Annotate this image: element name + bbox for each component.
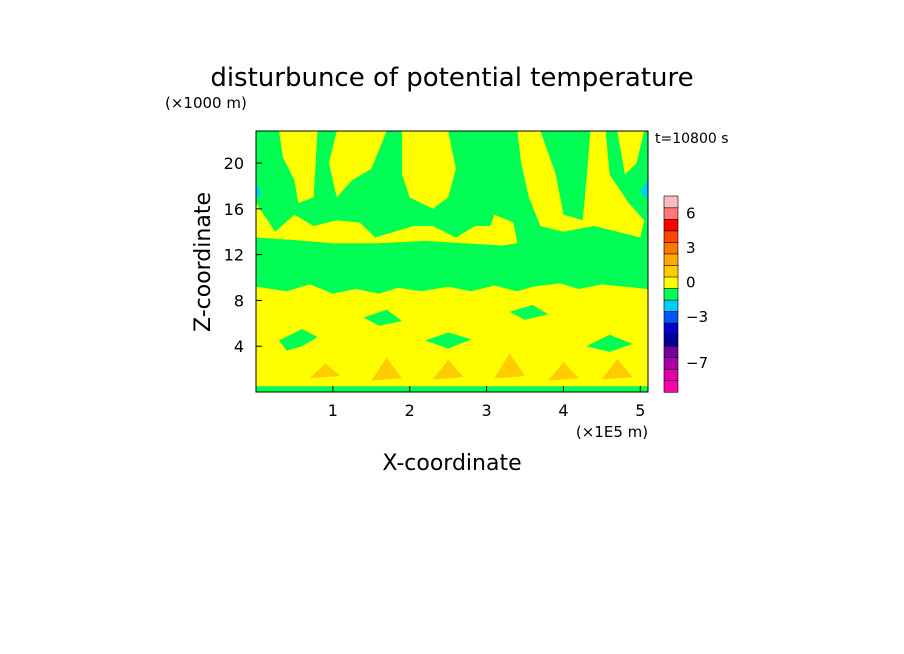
contour-region-green-patch-4: [509, 305, 549, 320]
y-tick-label: 8: [234, 291, 244, 310]
colorbar-swatch: [663, 253, 679, 266]
colorbar-swatch: [663, 380, 679, 393]
y-unit-label: (×1000 m): [165, 94, 247, 112]
contour-region-bottom-strip-green: [256, 386, 648, 392]
colorbar-swatch: [663, 334, 679, 347]
contour-region-orange-patch-4: [494, 353, 525, 379]
colorbar-swatch: [663, 195, 679, 209]
x-axis-title: X-coordinate: [382, 451, 521, 476]
contour-region-orange-patch-2: [371, 357, 402, 381]
contour-region-green-patch-2: [363, 309, 402, 326]
y-axis-title: Z-coordinate: [191, 192, 216, 332]
colorbar-tick-label: 3: [686, 239, 696, 257]
colorbar-swatch: [663, 322, 679, 335]
x-tick-label: 3: [481, 401, 491, 420]
y-axis: 4 8 12 16 20: [224, 154, 262, 356]
x-tick-label: 5: [635, 401, 645, 420]
contour-region-cyan-patch-right: [640, 179, 648, 200]
chart-title: disturbunce of potential temperature: [210, 63, 693, 93]
contour-region-cyan-patch-left: [256, 185, 260, 199]
x-axis: 1 2 3 4 5: [328, 386, 645, 420]
x-tick-label: 1: [328, 401, 338, 420]
y-tick-label: 16: [224, 200, 244, 219]
x-tick-label: 2: [405, 401, 415, 420]
colorbar-swatch: [663, 287, 679, 301]
y-tick-label: 20: [224, 154, 244, 173]
plot-area: [255, 130, 649, 393]
contour-region-upper-yellow: [259, 131, 387, 204]
colorbar-swatch: [663, 368, 679, 382]
contour-region-upper-yellow-2: [402, 131, 456, 209]
contour-region-orange-patch-1: [309, 363, 341, 379]
colorbar-swatch: [663, 357, 679, 370]
colorbar-swatch: [663, 230, 679, 243]
contour-region-green-patch-1: [279, 329, 318, 351]
x-tick-label: 4: [558, 401, 568, 420]
plot-frame: [255, 130, 649, 393]
colorbar-tick-label: −3: [686, 308, 708, 326]
colorbar-swatch: [663, 218, 679, 232]
colorbar-swatch: [663, 276, 679, 289]
colorbar-swatch: [663, 299, 679, 312]
contour-region-orange-patch-5: [548, 362, 579, 381]
x-unit-label: (×1E5 m): [576, 423, 648, 441]
time-label: t=10800 s: [655, 131, 729, 147]
contour-region-orange-patch-6: [601, 358, 633, 380]
contour-region-green-patch-3: [425, 332, 472, 349]
contour-region-orange-patch-3: [432, 359, 464, 380]
y-tick-label: 12: [224, 246, 244, 265]
colorbar-tick-label: −7: [686, 354, 708, 372]
contour-region-upper-yellow-4: [617, 131, 645, 175]
colorbar-swatch: [663, 310, 679, 324]
colorbar-swatch: [663, 241, 679, 255]
colorbar-tick-label: 6: [686, 204, 696, 222]
colorbar-swatch: [663, 345, 679, 359]
contour-region-green-patch-5: [586, 334, 633, 352]
colorbar-swatch: [663, 207, 679, 220]
colorbar: 6 3 0 −3 −7: [663, 195, 708, 393]
y-tick-label: 4: [234, 337, 244, 356]
contour-region-mid-yellow-left: [256, 203, 518, 246]
colorbar-tick-label: 0: [686, 273, 696, 291]
contour-region-upper-yellow-3: [517, 131, 645, 238]
colorbar-swatch: [663, 264, 679, 278]
